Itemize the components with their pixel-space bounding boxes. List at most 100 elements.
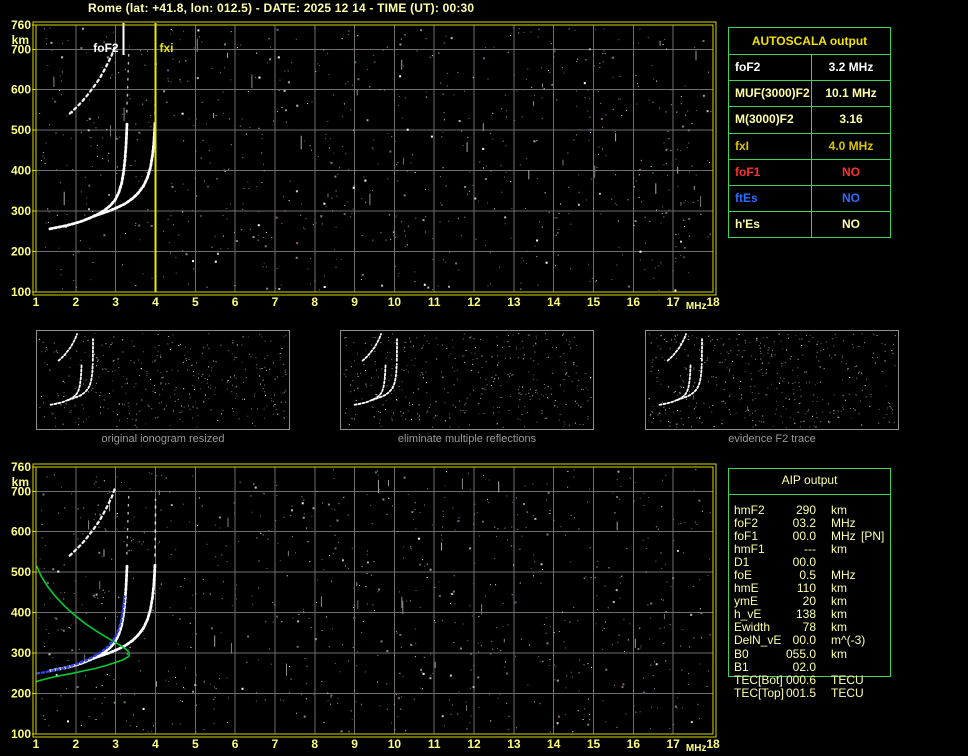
aip-unit: km <box>831 581 847 596</box>
aip-label: B0 <box>734 646 749 661</box>
svg-text:10: 10 <box>388 295 402 309</box>
svg-text:9: 9 <box>351 295 358 309</box>
svg-text:18: 18 <box>706 295 720 309</box>
parameter-label: foF2 <box>729 55 812 81</box>
autoscala-row-fof1: foF1 NO <box>729 159 890 186</box>
aip-unit: m^(-3) <box>831 633 866 648</box>
svg-text:760: 760 <box>11 460 31 474</box>
svg-text:12: 12 <box>467 737 481 751</box>
svg-text:11: 11 <box>428 737 441 751</box>
aip-unit: km <box>831 607 847 622</box>
svg-text:MHz: MHz <box>686 743 707 754</box>
aip-value: 02.0 <box>792 659 816 674</box>
svg-text:500: 500 <box>11 123 31 137</box>
aip-row-fof2: foF2 03.2 MHz <box>728 516 891 531</box>
svg-text:18: 18 <box>706 737 720 751</box>
aip-row-hmf1: hmF1 --- km <box>728 542 891 557</box>
aip-label: hmF1 <box>734 542 765 557</box>
autoscala-row-ftes: ftEs NO <box>729 185 890 213</box>
station-datetime-title: Rome (lat: +41.8, lon: 012.5) - DATE: 20… <box>88 1 475 15</box>
aip-value: --- <box>804 542 816 557</box>
svg-text:1: 1 <box>33 295 40 309</box>
svg-text:11: 11 <box>428 295 441 309</box>
aip-value: 03.2 <box>792 516 816 531</box>
parameter-value: NO <box>842 190 860 205</box>
svg-text:5: 5 <box>192 295 199 309</box>
aip-row-h-ve: h_vE 138 km <box>728 607 891 622</box>
parameter-value: 10.1 MHz <box>825 86 877 101</box>
aip-value: 110 <box>796 581 816 596</box>
aip-value: 0.5 <box>799 568 816 583</box>
aip-unit: MHz <box>831 568 856 583</box>
aip-value: 055.0 <box>785 646 816 661</box>
aip-label: hmF2 <box>734 503 765 517</box>
aip-label: h_vE <box>734 607 762 622</box>
aip-unit: km <box>831 594 847 609</box>
aip-unit: km <box>831 542 847 557</box>
svg-text:7: 7 <box>272 295 279 309</box>
svg-text:7: 7 <box>272 737 279 751</box>
svg-text:16: 16 <box>627 737 641 751</box>
svg-text:13: 13 <box>507 737 521 751</box>
aip-row-deln-ve: DelN_vE 00.0 m^(-3) <box>728 633 891 648</box>
svg-text:6: 6 <box>232 737 239 751</box>
parameter-label: MUF(3000)F2 <box>729 81 812 107</box>
svg-text:10: 10 <box>388 737 402 751</box>
aip-value: 78 <box>802 620 816 635</box>
svg-text:400: 400 <box>11 606 31 620</box>
svg-text:13: 13 <box>507 295 521 309</box>
svg-text:100: 100 <box>11 727 31 741</box>
svg-text:3: 3 <box>112 295 119 309</box>
aip-row-yme: ymE 20 km <box>728 594 891 609</box>
parameter-value: NO <box>842 164 860 179</box>
svg-text:16: 16 <box>627 295 641 309</box>
aip-unit: km <box>831 620 847 635</box>
aip-unit: TECU <box>831 672 864 687</box>
autoscala-row-fof2: foF2 3.2 MHz <box>729 55 890 82</box>
svg-text:15: 15 <box>587 737 601 751</box>
aip-label: B1 <box>734 659 749 674</box>
aip-value: 20 <box>802 594 816 609</box>
svg-text:MHz: MHz <box>686 301 707 312</box>
svg-text:2: 2 <box>72 295 79 309</box>
svg-text:400: 400 <box>11 164 31 178</box>
svg-text:5: 5 <box>192 737 199 751</box>
aip-table-title: AIP output <box>781 473 838 487</box>
autoscala-row-m-3000-f2: M(3000)F2 3.16 <box>729 107 890 134</box>
aip-unit: km <box>831 646 847 661</box>
aip-row-ewidth: Ewidth 78 km <box>728 620 891 635</box>
thumbnail-caption: evidence F2 trace <box>728 433 816 445</box>
aip-flag: [PN] <box>861 529 885 544</box>
aip-value: 000.6 <box>785 672 816 687</box>
svg-text:9: 9 <box>351 737 358 751</box>
svg-text:8: 8 <box>311 295 318 309</box>
parameter-label: ftEs <box>729 185 812 212</box>
parameter-label: foF1 <box>729 159 812 185</box>
svg-text:600: 600 <box>11 525 31 539</box>
svg-text:14: 14 <box>547 295 561 309</box>
thumbnail-original-ionogram <box>36 330 290 430</box>
thumbnail-caption: eliminate multiple reflections <box>397 433 537 445</box>
aip-label: TEC[Bot] <box>734 672 783 687</box>
aip-label: foE <box>734 568 753 583</box>
svg-text:100: 100 <box>11 285 31 299</box>
aip-row-d1: D1 00.0 <box>728 555 891 569</box>
thumbnail-evidence-f2-trace <box>645 330 899 430</box>
aip-row-tec-bot-: TEC[Bot] 000.6 TECU <box>728 672 891 687</box>
parameter-label: h'Es <box>729 212 812 239</box>
svg-text:12: 12 <box>467 295 481 309</box>
aip-label: DelN_vE <box>734 633 782 648</box>
parameter-value: 3.2 MHz <box>828 60 874 74</box>
aip-value: 00.0 <box>792 529 816 544</box>
svg-text:200: 200 <box>11 687 31 701</box>
parameter-value: 3.16 <box>839 112 863 127</box>
svg-text:4: 4 <box>152 737 159 751</box>
aip-unit: km <box>831 503 847 517</box>
thumbnail-eliminate-reflections <box>340 330 594 430</box>
aip-table-rows: hmF2 290 km foF2 03.2 MHz foF1 00.0 MHz [PN] hmF1 -… <box>728 503 891 700</box>
aip-row-fof1: foF1 00.0 MHz [PN] <box>728 529 891 544</box>
svg-text:1: 1 <box>33 737 40 751</box>
aip-unit: TECU <box>831 685 864 700</box>
